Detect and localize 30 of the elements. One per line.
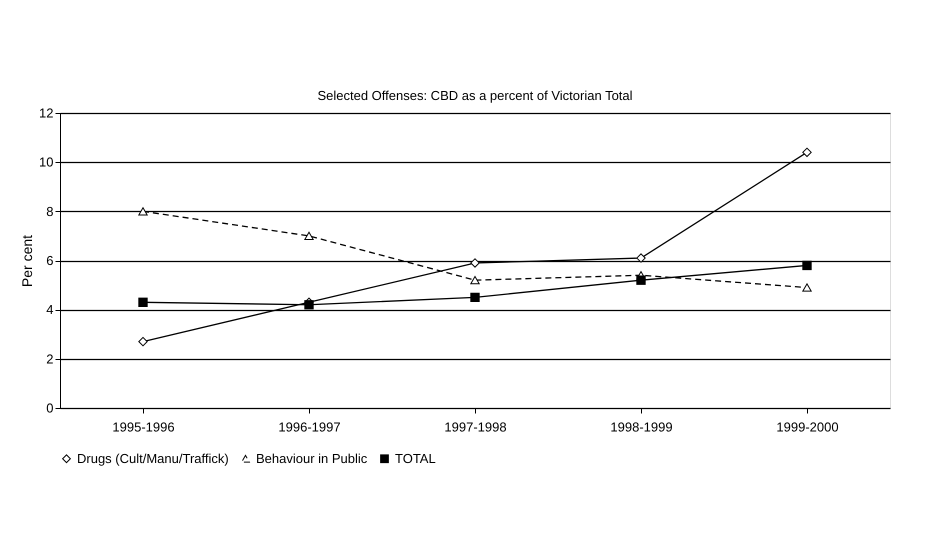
y-tick-label: 4 [46,302,54,318]
point [802,148,812,158]
x-tick-label: 1996-1997 [278,420,341,434]
point [470,292,480,302]
point [138,207,148,216]
point [802,283,812,292]
point [802,260,812,270]
x-tick-label: 1998-1999 [610,420,673,434]
y-tick-label: 12 [39,106,54,120]
point [636,275,646,285]
x-tick-label: 1999-2000 [776,420,839,434]
point [636,253,646,263]
point [470,276,480,284]
point [138,336,148,346]
point [304,232,314,240]
point [470,258,480,268]
y-tick-label: 0 [46,400,54,416]
y-tick-label: 6 [46,253,54,268]
point [138,298,148,307]
point [304,300,314,310]
x-tick-label: 1995-1996 [112,420,175,434]
legend-label: TOTAL [395,450,436,466]
legend-label: Drugs (Cult/Manu/Traffick) [77,450,229,466]
y-tick-label: 10 [39,154,54,170]
legend-label: Behaviour in Public [256,450,368,466]
x-tick-label: 1997-1998 [444,420,507,434]
y-tick-label: 8 [46,204,54,219]
chart-title: Selected Offenses: CBD as a percent of Victorian Total [317,88,633,103]
y-axis-title: Per cent [19,234,36,288]
y-tick-label: 2 [46,351,54,366]
